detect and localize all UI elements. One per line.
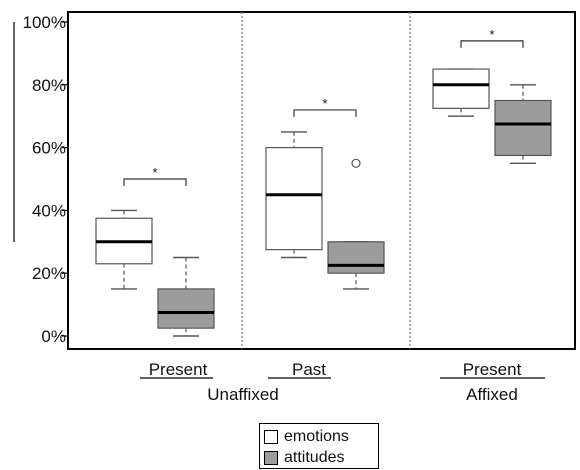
box-attitudes xyxy=(327,158,385,290)
box-emotions xyxy=(95,209,153,290)
box-emotions xyxy=(432,68,490,117)
significance-bracket xyxy=(460,40,524,48)
legend-swatch-attitudes xyxy=(264,450,278,465)
legend-swatch-emotions xyxy=(264,429,278,444)
boxes-layer xyxy=(95,68,552,337)
box-emotions xyxy=(265,131,323,259)
y-tick-label: 80% xyxy=(32,76,66,95)
box-iqr xyxy=(327,241,385,274)
y-tick-label: 100% xyxy=(23,13,66,32)
significance-layer: * * * xyxy=(123,27,524,186)
y-tick-label: 0% xyxy=(41,327,66,346)
significance-bracket xyxy=(293,109,357,117)
significance-label: * xyxy=(489,27,494,42)
box-attitudes xyxy=(494,84,552,165)
significance-label: * xyxy=(322,96,327,111)
legend-label-emotions: emotions xyxy=(284,427,349,445)
supergroup-label-affixed: Affixed xyxy=(466,385,518,404)
box-iqr xyxy=(494,99,552,157)
legend: emotions attitudes xyxy=(259,423,379,469)
box-attitudes xyxy=(157,256,215,337)
group-label-past: Past xyxy=(292,360,326,379)
outlier-point xyxy=(351,158,361,168)
group-label-present-affixed: Present xyxy=(463,360,522,379)
box-iqr xyxy=(432,68,490,109)
supergroup-label-unaffixed: Unaffixed xyxy=(207,385,279,404)
significance-label: * xyxy=(152,165,157,180)
box-iqr xyxy=(157,288,215,329)
y-tick-label: 20% xyxy=(32,264,66,283)
legend-item-emotions: emotions xyxy=(264,426,378,447)
group-label-present-unaffixed: Present xyxy=(149,360,208,379)
y-axis: 0% 20% 40% 60% 80% 100% xyxy=(23,13,68,346)
box-iqr xyxy=(265,147,323,251)
legend-item-attitudes: attitudes xyxy=(264,447,378,468)
plot-frame xyxy=(67,11,576,350)
legend-label-attitudes: attitudes xyxy=(284,448,345,466)
y-tick-label: 60% xyxy=(32,139,66,158)
significance-bracket xyxy=(123,178,187,186)
y-tick-label: 40% xyxy=(32,201,66,220)
